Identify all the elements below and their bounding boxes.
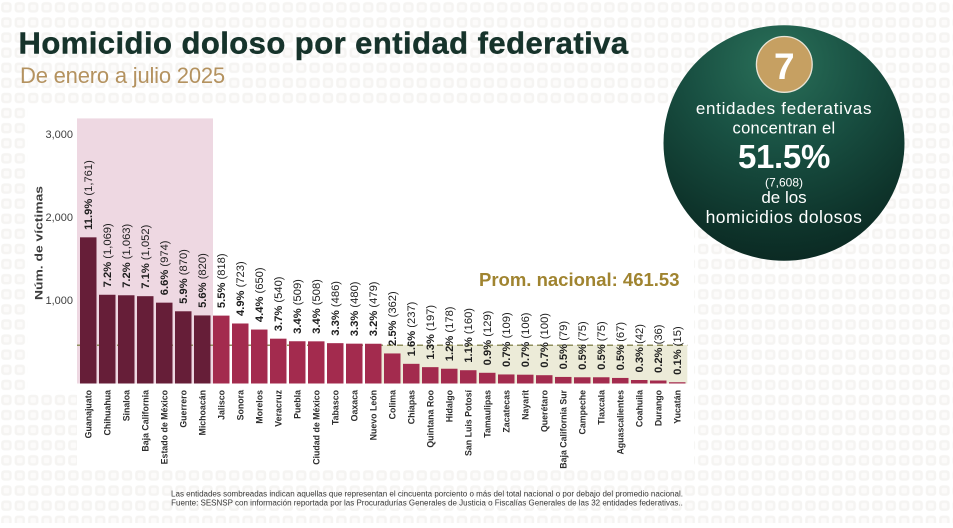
svg-text:0.5% (75): 0.5% (75): [577, 321, 589, 370]
svg-text:Baja California Sur: Baja California Sur: [559, 389, 569, 468]
svg-text:Zacatecas: Zacatecas: [501, 390, 511, 433]
svg-text:7.2% (1,063): 7.2% (1,063): [121, 223, 133, 287]
svg-text:Oaxaca: Oaxaca: [349, 390, 359, 421]
svg-text:3.3% (480): 3.3% (480): [349, 281, 361, 336]
svg-text:0.5% (79): 0.5% (79): [558, 321, 570, 370]
svg-text:3.3% (486): 3.3% (486): [330, 281, 342, 336]
svg-text:1,000: 1,000: [45, 295, 73, 307]
svg-text:0.7% (109): 0.7% (109): [501, 312, 513, 367]
svg-text:Yucatán: Yucatán: [673, 390, 683, 424]
svg-text:4.4% (650): 4.4% (650): [254, 267, 266, 322]
svg-text:1.2% (178): 1.2% (178): [444, 306, 456, 361]
svg-text:Baja California: Baja California: [140, 390, 150, 452]
svg-text:Estado de México: Estado de México: [159, 389, 169, 464]
svg-text:3,000: 3,000: [45, 129, 73, 141]
svg-text:concentran el: concentran el: [733, 120, 836, 138]
svg-text:0.5% (67): 0.5% (67): [615, 322, 627, 371]
svg-text:11.9% (1,761): 11.9% (1,761): [83, 160, 95, 230]
svg-text:Tabasco: Tabasco: [330, 389, 340, 425]
svg-text:0.5% (75): 0.5% (75): [596, 321, 608, 370]
svg-text:3.4% (509): 3.4% (509): [292, 279, 304, 334]
svg-text:Sinaloa: Sinaloa: [121, 390, 131, 421]
svg-text:51.5%: 51.5%: [738, 138, 830, 175]
svg-text:3.2% (479): 3.2% (479): [368, 281, 380, 336]
svg-text:4.9% (723): 4.9% (723): [235, 261, 247, 316]
svg-text:Chiapas: Chiapas: [406, 390, 416, 424]
svg-text:Prom. nacional: 461.53: Prom. nacional: 461.53: [479, 269, 680, 290]
svg-text:5.6% (820): 5.6% (820): [197, 253, 209, 308]
svg-text:Hidalgo: Hidalgo: [444, 389, 454, 422]
svg-text:Jalisco: Jalisco: [216, 389, 226, 419]
svg-text:San Luis Potosí: San Luis Potosí: [463, 389, 473, 456]
svg-text:3.7% (540): 3.7% (540): [273, 276, 285, 331]
svg-text:Tamaulipas: Tamaulipas: [482, 390, 492, 438]
svg-text:Las entidades sombreadas indic: Las entidades sombreadas indican aquella…: [171, 490, 683, 499]
svg-text:1.3% (197): 1.3% (197): [425, 305, 437, 360]
svg-text:Guerrero: Guerrero: [178, 389, 188, 427]
svg-text:Campeche: Campeche: [578, 390, 588, 435]
svg-text:0.2% (36): 0.2% (36): [653, 324, 665, 373]
svg-text:Guanajuato: Guanajuato: [84, 389, 94, 438]
svg-text:1.6% (237): 1.6% (237): [406, 301, 418, 356]
svg-text:0.7% (100): 0.7% (100): [539, 313, 551, 368]
svg-text:2.5% (362): 2.5% (362): [387, 291, 399, 346]
svg-text:1.1% (160): 1.1% (160): [463, 308, 475, 363]
svg-text:2,000: 2,000: [45, 212, 73, 224]
svg-text:5.9% (870): 5.9% (870): [178, 249, 190, 304]
svg-text:Colima: Colima: [387, 390, 397, 419]
svg-text:Veracruz: Veracruz: [273, 389, 283, 426]
svg-text:homicidios dolosos: homicidios dolosos: [706, 207, 863, 227]
svg-text:Chihuahua: Chihuahua: [103, 390, 113, 436]
svg-text:entidades federativas: entidades federativas: [696, 99, 872, 118]
svg-text:Nuevo León: Nuevo León: [368, 390, 378, 440]
svg-text:7: 7: [774, 46, 795, 87]
svg-text:Coahuila: Coahuila: [635, 390, 645, 427]
svg-text:Quintana Roo: Quintana Roo: [425, 389, 435, 447]
svg-text:3.4% (508): 3.4% (508): [311, 279, 323, 334]
svg-text:Nayarit: Nayarit: [521, 390, 531, 420]
svg-text:Ciudad de México: Ciudad de México: [311, 389, 321, 464]
svg-text:0.7% (106): 0.7% (106): [520, 312, 532, 367]
svg-text:6.6% (974): 6.6% (974): [159, 240, 171, 295]
svg-text:Núm. de víctimas: Núm. de víctimas: [34, 186, 46, 300]
svg-text:7.1% (1,052): 7.1% (1,052): [140, 224, 152, 288]
svg-text:Homicidio doloso por entidad f: Homicidio doloso por entidad federativa: [19, 26, 629, 61]
svg-text:0.9% (129): 0.9% (129): [482, 310, 494, 365]
svg-text:Sonora: Sonora: [235, 390, 245, 420]
svg-text:Puebla: Puebla: [292, 390, 302, 419]
svg-text:Durango: Durango: [654, 389, 664, 426]
svg-text:(7,608): (7,608): [765, 176, 803, 190]
svg-text:5.5% (818): 5.5% (818): [216, 253, 228, 308]
svg-text:0.1% (15): 0.1% (15): [672, 326, 684, 375]
svg-text:Aguascalientes: Aguascalientes: [616, 390, 626, 455]
svg-text:Fuente: SESNSP con información: Fuente: SESNSP con información reportada…: [171, 499, 683, 508]
svg-text:Morelos: Morelos: [254, 390, 264, 424]
svg-text:Michoacán: Michoacán: [197, 390, 207, 435]
svg-text:0.3% (42): 0.3% (42): [634, 324, 646, 373]
svg-text:de los: de los: [761, 188, 806, 207]
svg-text:Querétaro: Querétaro: [540, 389, 550, 432]
svg-text:7.2% (1,069): 7.2% (1,069): [102, 223, 114, 287]
svg-text:Tlaxcala: Tlaxcala: [597, 390, 607, 425]
svg-text:De enero a julio 2025: De enero a julio 2025: [20, 63, 225, 88]
